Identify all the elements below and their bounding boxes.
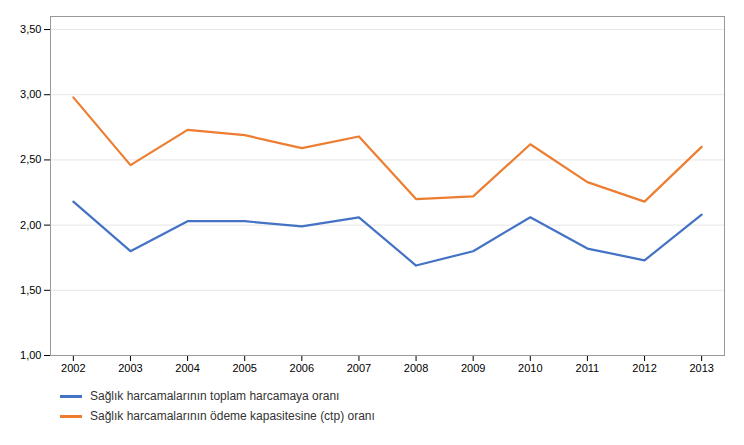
svg-text:2002: 2002 (61, 362, 85, 374)
svg-text:3,50: 3,50 (20, 23, 41, 35)
svg-text:2005: 2005 (232, 362, 256, 374)
svg-text:2,50: 2,50 (20, 153, 41, 165)
html-text:Sağlık harcamalarının toplam h: Sağlık harcamalarının toplam harcamaya o… (90, 389, 340, 403)
html-text:Sağlık harcamalarının ödeme ka: Sağlık harcamalarının ödeme kapasitesine… (90, 409, 375, 423)
svg-text:3,00: 3,00 (20, 88, 41, 100)
svg-text:2006: 2006 (290, 362, 314, 374)
svg-text:2009: 2009 (461, 362, 485, 374)
svg-text:2003: 2003 (118, 362, 142, 374)
svg-text:1,00: 1,00 (20, 349, 41, 361)
svg-text:2008: 2008 (404, 362, 428, 374)
svg-text:2013: 2013 (689, 362, 713, 374)
svg-text:2012: 2012 (632, 362, 656, 374)
svg-text:2004: 2004 (175, 362, 199, 374)
svg-text:2,00: 2,00 (20, 219, 41, 231)
svg-text:2007: 2007 (347, 362, 371, 374)
svg-text:2010: 2010 (518, 362, 542, 374)
svg-text:2011: 2011 (576, 362, 600, 374)
svg-text:1,50: 1,50 (20, 284, 41, 296)
